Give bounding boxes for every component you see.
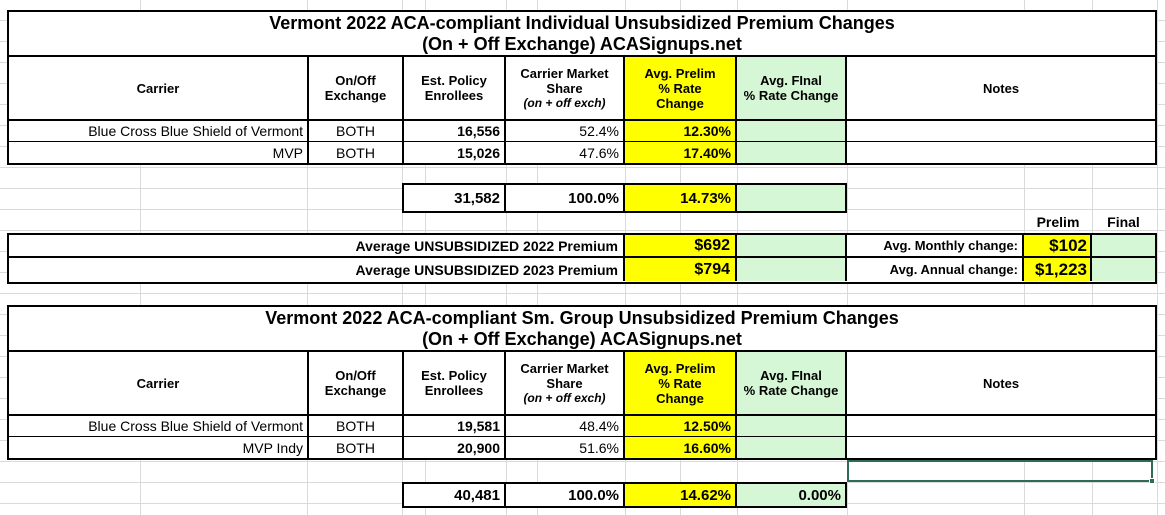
cell-carrier[interactable]: Blue Cross Blue Shield of Vermont	[9, 121, 309, 141]
cell-share[interactable]: 51.6%	[506, 437, 625, 458]
table-title-line2: (On + Off Exchange) ACASignups.net	[422, 329, 742, 349]
individual-premium-table: Vermont 2022 ACA-compliant Individual Un…	[7, 10, 1157, 165]
col-header-enrollees[interactable]: Est. Policy Enrollees	[404, 57, 506, 119]
summary-row: Average UNSUBSIDIZED 2023 Premium $794 A…	[9, 258, 1155, 281]
cell-prelim-rate[interactable]: 16.60%	[625, 437, 737, 458]
col-header-enrollees[interactable]: Est. Policy Enrollees	[404, 352, 506, 414]
table-title-line2: (On + Off Exchange) ACASignups.net	[422, 34, 742, 54]
cell-carrier[interactable]: MVP Indy	[9, 437, 309, 458]
total-share[interactable]: 100.0%	[506, 185, 625, 211]
cell-notes[interactable]	[847, 142, 1155, 163]
fill-handle[interactable]	[1149, 478, 1155, 484]
header-row: Carrier On/Off Exchange Est. Policy Enro…	[9, 352, 1155, 416]
col-header-notes[interactable]: Notes	[982, 80, 1020, 96]
total-prelim-rate[interactable]: 14.62%	[625, 484, 737, 506]
cell-enrollees[interactable]: 19,581	[404, 416, 506, 436]
cell-exchange[interactable]: BOTH	[309, 437, 404, 458]
cell-exchange[interactable]: BOTH	[309, 416, 404, 436]
summary-label[interactable]: Average UNSUBSIDIZED 2022 Premium	[9, 235, 625, 256]
total-prelim-rate[interactable]: 14.73%	[625, 185, 737, 211]
col-header-prelim-rate[interactable]: Avg. Prelim % Rate Change	[625, 352, 737, 414]
small-group-premium-table: Vermont 2022 ACA-compliant Sm. Group Uns…	[7, 305, 1157, 460]
change-prelim-value[interactable]: $1,223	[1024, 258, 1092, 281]
col-header-final-rate[interactable]: Avg. FInal % Rate Change	[737, 352, 847, 414]
cell-share[interactable]: 52.4%	[506, 121, 625, 141]
summary-premium-value[interactable]: $692	[625, 235, 737, 256]
table-row: MVP Indy BOTH 20,900 51.6% 16.60%	[9, 437, 1155, 458]
small-group-totals-row: 40,481 100.0% 14.62% 0.00%	[402, 482, 847, 508]
table-title[interactable]: Vermont 2022 ACA-compliant Sm. Group Uns…	[9, 307, 1155, 352]
table-title[interactable]: Vermont 2022 ACA-compliant Individual Un…	[9, 12, 1155, 57]
cell-exchange[interactable]: BOTH	[309, 121, 404, 141]
header-row: Carrier On/Off Exchange Est. Policy Enro…	[9, 57, 1155, 121]
table-title-line1: Vermont 2022 ACA-compliant Sm. Group Uns…	[265, 308, 899, 328]
market-share-subnote: (on + off exch)	[523, 95, 606, 110]
summary-final-value[interactable]	[737, 235, 847, 256]
cell-prelim-rate[interactable]: 12.30%	[625, 121, 737, 141]
individual-totals-row: 31,582 100.0% 14.73%	[402, 183, 847, 213]
final-column-label: Final	[1107, 214, 1140, 230]
cell-final-rate[interactable]	[737, 121, 847, 141]
summary-final-value[interactable]	[737, 258, 847, 281]
col-header-prelim-rate[interactable]: Avg. Prelim % Rate Change	[625, 57, 737, 119]
cell-prelim-rate[interactable]: 17.40%	[625, 142, 737, 163]
summary-row: Average UNSUBSIDIZED 2022 Premium $692 A…	[9, 235, 1155, 258]
cell-enrollees[interactable]: 15,026	[404, 142, 506, 163]
cell-notes[interactable]	[847, 416, 1155, 436]
cell-notes[interactable]	[847, 437, 1155, 458]
market-share-label: Carrier Market Share	[520, 65, 609, 96]
cell-share[interactable]: 48.4%	[506, 416, 625, 436]
cell-final-rate[interactable]	[737, 416, 847, 436]
change-label[interactable]: Avg. Monthly change:	[847, 235, 1024, 256]
table-row: Blue Cross Blue Shield of Vermont BOTH 1…	[9, 416, 1155, 437]
change-final-value[interactable]	[1092, 258, 1155, 281]
total-final-rate[interactable]	[737, 185, 845, 211]
cell-enrollees[interactable]: 16,556	[404, 121, 506, 141]
col-header-market-share[interactable]: Carrier Market Share (on + off exch)	[506, 352, 625, 414]
cell-notes[interactable]	[847, 121, 1155, 141]
table-title-line1: Vermont 2022 ACA-compliant Individual Un…	[269, 13, 895, 33]
col-header-carrier[interactable]: Carrier	[9, 57, 309, 119]
table-row: Blue Cross Blue Shield of Vermont BOTH 1…	[9, 121, 1155, 142]
total-final-rate[interactable]: 0.00%	[737, 484, 845, 506]
summary-premium-value[interactable]: $794	[625, 258, 737, 281]
total-enrollees[interactable]: 31,582	[404, 185, 506, 211]
change-label[interactable]: Avg. Annual change:	[847, 258, 1024, 281]
total-share[interactable]: 100.0%	[506, 484, 625, 506]
col-header-exchange[interactable]: On/Off Exchange	[309, 57, 404, 119]
prelim-column-label: Prelim	[1036, 214, 1080, 230]
cell-carrier[interactable]: MVP	[9, 142, 309, 163]
selected-cell[interactable]	[847, 460, 1155, 484]
change-final-value[interactable]	[1092, 235, 1155, 256]
cell-final-rate[interactable]	[737, 142, 847, 163]
table-row: MVP BOTH 15,026 47.6% 17.40%	[9, 142, 1155, 163]
market-share-subnote: (on + off exch)	[523, 390, 606, 405]
change-prelim-value[interactable]: $102	[1024, 235, 1092, 256]
cell-enrollees[interactable]: 20,900	[404, 437, 506, 458]
col-header-exchange[interactable]: On/Off Exchange	[309, 352, 404, 414]
cell-exchange[interactable]: BOTH	[309, 142, 404, 163]
col-header-market-share[interactable]: Carrier Market Share (on + off exch)	[506, 57, 625, 119]
premium-summary-table: Average UNSUBSIDIZED 2022 Premium $692 A…	[7, 233, 1157, 284]
cell-final-rate[interactable]	[737, 437, 847, 458]
total-enrollees[interactable]: 40,481	[404, 484, 506, 506]
cell-carrier[interactable]: Blue Cross Blue Shield of Vermont	[9, 416, 309, 436]
col-header-carrier[interactable]: Carrier	[9, 352, 309, 414]
col-header-final-rate[interactable]: Avg. FInal % Rate Change	[737, 57, 847, 119]
summary-label[interactable]: Average UNSUBSIDIZED 2023 Premium	[9, 258, 625, 281]
cell-share[interactable]: 47.6%	[506, 142, 625, 163]
market-share-label: Carrier Market Share	[520, 360, 609, 391]
col-header-notes[interactable]: Notes	[982, 375, 1020, 391]
cell-prelim-rate[interactable]: 12.50%	[625, 416, 737, 436]
